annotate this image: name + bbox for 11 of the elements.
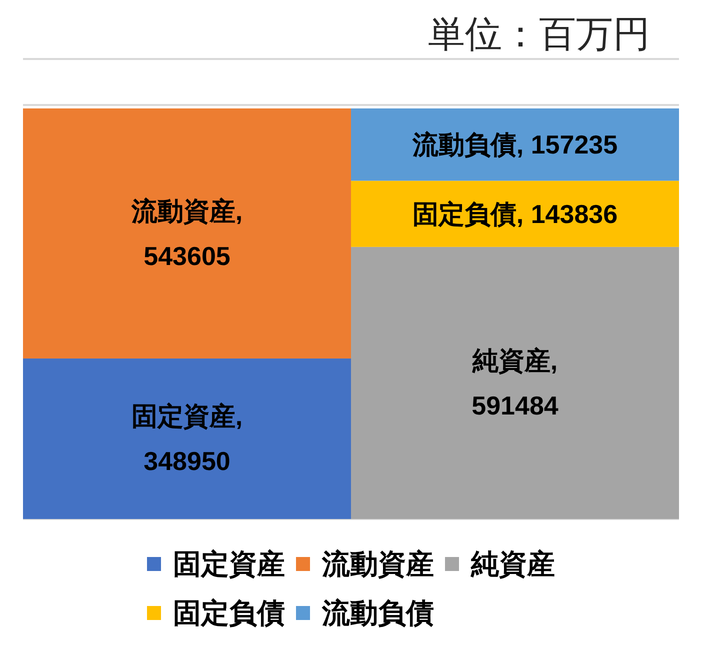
legend-label: 固定資産: [173, 548, 285, 580]
legend-label: 純資産: [470, 548, 555, 580]
data-label: 固定負債, 143836: [412, 198, 618, 229]
data-label: 流動負債, 157235: [411, 130, 618, 160]
legend-label: 流動資産: [321, 548, 434, 580]
legend-label: 流動負債: [321, 598, 434, 628]
data-label: 流動資産, 543605: [130, 196, 243, 271]
legend-label: 固定負債: [173, 598, 285, 628]
data-label: 固定資産, 348950: [131, 401, 243, 476]
text: 単位：百万円: [428, 14, 650, 54]
data-label: 純資産, 591484: [471, 345, 559, 420]
